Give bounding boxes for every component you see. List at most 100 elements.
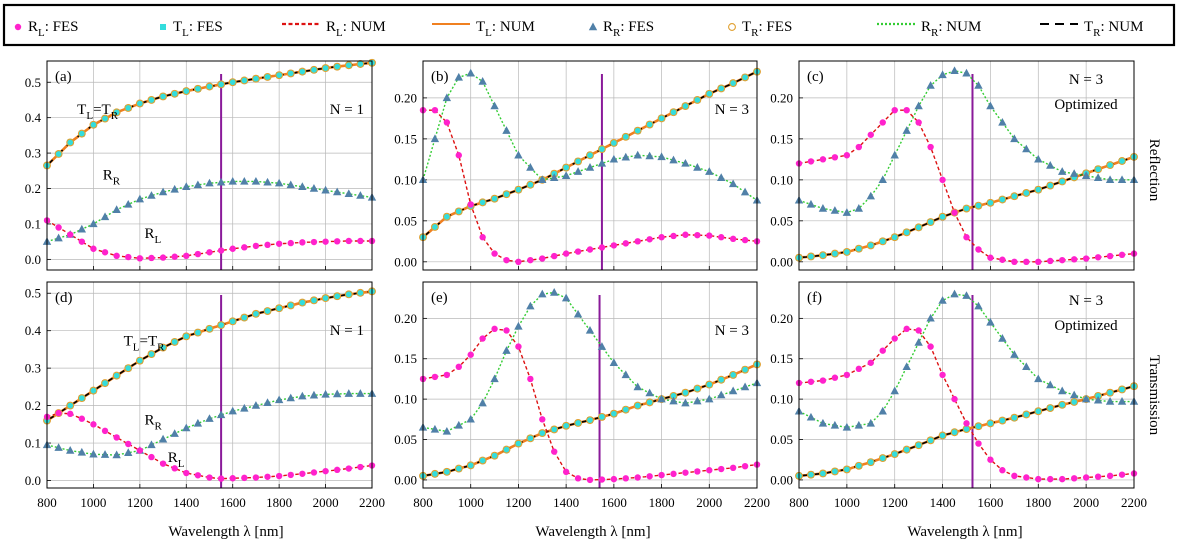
point-t-left-fes (987, 199, 994, 206)
point-t-right-fes (333, 62, 342, 71)
point-t-right-fes (693, 95, 702, 104)
point-r-right-fes (986, 101, 995, 110)
point-t-right-fes (514, 185, 523, 194)
plot-frame (46, 281, 373, 489)
x-tick-label: 800 (413, 495, 433, 510)
point-r-right-fes (597, 342, 607, 350)
point-t-right-fes (321, 64, 330, 73)
point-r-left-fes (194, 250, 202, 258)
point-t-left-fes (148, 96, 155, 103)
point-r-right-fes (974, 301, 983, 310)
curve-label-main: R (103, 168, 113, 184)
point-r-left-fes (527, 375, 534, 383)
point-t-left-fes (229, 318, 236, 325)
x-tick-label: 2000 (1073, 495, 1099, 510)
point-t-left-fes (694, 385, 701, 392)
point-t-left-fes (963, 205, 970, 212)
point-r-right-fes (806, 199, 816, 208)
point-t-right-fes (333, 292, 342, 301)
point-r-right-fes (633, 382, 642, 391)
y-tick-label: 0.10 (770, 392, 793, 407)
point-r-left-fes (879, 119, 886, 126)
y-tick-label: 0.2 (25, 181, 41, 196)
point-r-left-fes (148, 453, 155, 461)
point-t-right-fes (1010, 413, 1019, 422)
annotation-optimized: Optimized (1054, 97, 1118, 113)
point-r-right-fes (621, 370, 630, 379)
point-t-left-fes (706, 90, 713, 97)
point-r-left-fes (345, 237, 352, 245)
point-t-right-fes (478, 456, 487, 465)
point-r-right-fes (158, 434, 168, 443)
point-r-left-fes (855, 143, 863, 151)
point-t-right-fes (478, 198, 487, 207)
point-r-left-fes (622, 240, 629, 247)
point-t-right-fes (170, 337, 179, 346)
point-r-left-fes (670, 470, 677, 478)
point-r-left-fes (467, 201, 474, 208)
point-r-left-fes (1047, 257, 1054, 265)
point-r-left-fes (574, 475, 582, 482)
point-t-right-fes (1106, 161, 1115, 170)
point-r-right-fes (502, 126, 511, 134)
point-r-right-fes (321, 389, 330, 398)
point-r-right-fes (998, 117, 1007, 126)
point-r-left-fes (491, 250, 498, 257)
series-line-r-left-num (46, 219, 372, 260)
legend-label-sub: R (931, 27, 939, 39)
curve-label: RL (145, 226, 162, 246)
point-r-left-fes (951, 209, 958, 216)
point-t-left-fes (831, 250, 838, 257)
point-r-left-fes (443, 371, 451, 379)
point-t-right-fes (442, 467, 451, 476)
point-r-right-fes (890, 150, 899, 159)
legend: RL: FES TL: FES RL: NUM TL: NUM RR: FES TR: F… (2, 3, 1176, 47)
legend-label: RR: NUM (921, 19, 981, 39)
point-t-left-fes (1059, 401, 1066, 408)
point-t-right-fes (597, 145, 606, 154)
point-t-left-fes (491, 195, 498, 202)
legend-label: RL: NUM (326, 19, 386, 39)
point-r-left-fes (527, 256, 534, 264)
point-t-left-fes (479, 457, 486, 464)
point-r-right-fes (854, 204, 864, 212)
point-r-right-fes (986, 317, 995, 326)
point-t-left-fes (125, 104, 132, 111)
point-t-left-fes (915, 224, 922, 231)
point-r-left-fes (1047, 475, 1054, 483)
point-r-right-fes (1046, 161, 1055, 169)
legend-entry: RL: NUM (282, 19, 386, 39)
point-r-right-fes (502, 346, 511, 354)
point-r-left-fes (55, 409, 62, 417)
point-t-left-fes (634, 127, 641, 134)
point-t-right-fes (705, 89, 714, 98)
point-r-right-fes (914, 101, 923, 110)
point-t-left-fes (939, 432, 946, 439)
point-t-right-fes (193, 84, 202, 93)
point-t-left-fes (927, 437, 934, 444)
point-r-right-fes (950, 66, 959, 75)
point-r-left-fes (843, 371, 851, 379)
point-t-left-fes (287, 302, 294, 309)
point-r-right-fes (332, 389, 342, 398)
point-t-left-fes (1107, 162, 1114, 169)
point-t-left-fes (855, 462, 862, 469)
point-r-left-fes (646, 236, 653, 243)
point-t-right-fes (454, 464, 463, 473)
point-r-right-fes (309, 184, 319, 192)
point-t-left-fes (963, 426, 970, 433)
y-tick-label: 0.0 (25, 473, 41, 488)
y-tick-label: 0.1 (25, 216, 41, 231)
point-t-right-fes (217, 321, 226, 330)
point-r-left-fes (999, 467, 1006, 474)
point-r-right-fes (818, 204, 828, 212)
point-r-left-fes (741, 462, 749, 470)
point-r-right-fes (621, 152, 630, 161)
point-r-right-fes (478, 76, 487, 85)
point-r-left-fes (78, 238, 86, 245)
legend-marker-dot (14, 23, 22, 31)
x-tick-label: 1200 (505, 495, 531, 510)
point-r-right-fes (902, 126, 911, 134)
point-r-right-fes (705, 167, 714, 175)
y-tick-label: 0.10 (770, 172, 793, 187)
